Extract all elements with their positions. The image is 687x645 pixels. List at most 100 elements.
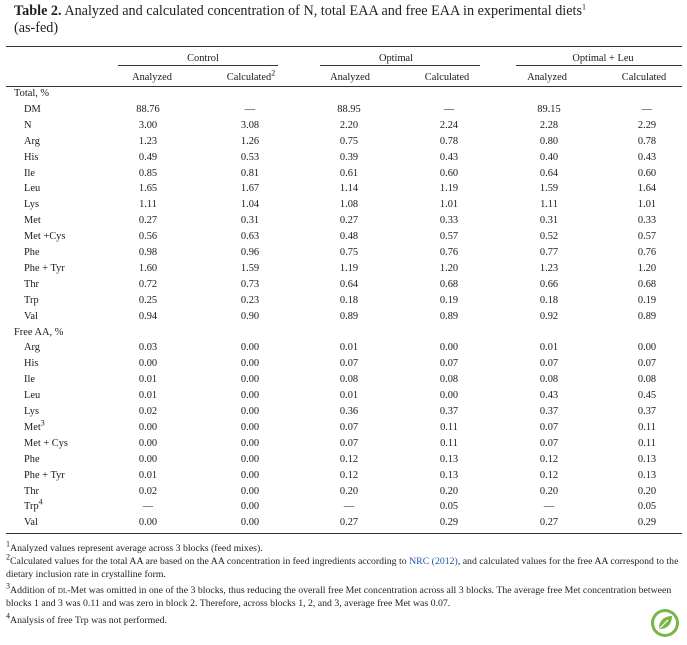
leaf-logo-icon[interactable]: [650, 608, 680, 638]
table-cell: 0.31: [539, 215, 559, 227]
table-label: Table 2.: [14, 3, 62, 19]
table-cell: 0.27: [539, 517, 559, 529]
table-cell: 0.07: [539, 421, 559, 433]
table-title: Table 2. Analyzed and calculated concent…: [14, 3, 679, 37]
table-cell: 0.43: [637, 151, 657, 163]
subheader-2: Analyzed: [330, 72, 370, 83]
table-cell: 0.08: [339, 374, 359, 386]
table-cell: 0.68: [439, 278, 459, 290]
row-label: Met +Cys: [24, 231, 66, 243]
table-cell: 0.57: [637, 231, 657, 243]
table-cell: 0.27: [339, 215, 359, 227]
table-cell: 0.64: [339, 278, 359, 290]
table-cell: 0.00: [240, 501, 260, 513]
nrc-2012-link[interactable]: NRC (2012): [409, 555, 458, 567]
table-cell: 1.01: [637, 199, 657, 211]
row-label: N: [24, 119, 32, 131]
table-cell: 0.23: [240, 294, 260, 306]
table-cell: 1.59: [240, 262, 260, 274]
table-cell: 0.61: [339, 167, 359, 179]
footnote-2: 2Calculated values for the total AA are …: [6, 552, 679, 580]
table-cell: 0.05: [637, 501, 657, 513]
table-cell: 0.07: [539, 437, 559, 449]
table-cell: 0.00: [240, 374, 260, 386]
table-cell: —: [343, 501, 355, 513]
subheader-4: Analyzed: [527, 72, 567, 83]
group-header-2: Optimal + Leu: [572, 53, 634, 64]
table-cell: 0.12: [339, 469, 359, 481]
table-cell: 1.14: [339, 183, 359, 195]
table-cell: 1.64: [637, 183, 657, 195]
table-cell: 0.00: [439, 342, 459, 354]
row-label: Ile: [24, 374, 35, 386]
table-cell: 1.20: [439, 262, 459, 274]
table-cell: 0.00: [240, 437, 260, 449]
control-group-rule: [118, 65, 278, 66]
table-cell: 0.33: [637, 215, 657, 227]
table-cell: 0.20: [539, 485, 559, 497]
table-cell: 2.24: [439, 119, 459, 131]
table-cell: 0.75: [339, 135, 359, 147]
table-cell: 0.02: [138, 485, 158, 497]
table-cell: 0.27: [339, 517, 359, 529]
table-cell: 1.20: [637, 262, 657, 274]
table-cell: —: [244, 103, 256, 115]
table-cell: 0.78: [637, 135, 657, 147]
table-cell: 0.18: [339, 294, 359, 306]
table-cell: 0.11: [440, 437, 458, 449]
table-cell: 0.27: [138, 215, 158, 227]
table-cell: 1.04: [240, 199, 260, 211]
table-cell: 0.98: [138, 247, 158, 258]
row-label: Thr: [24, 485, 40, 497]
table-cell: 0.13: [637, 469, 657, 481]
row-label: Met + Cys: [24, 437, 68, 449]
table-cell: 2.29: [637, 119, 657, 131]
table-cell: 0.07: [439, 358, 459, 370]
table-cell: 0.37: [439, 406, 459, 417]
table-cell: 0.73: [240, 278, 260, 290]
table-cell: 0.00: [240, 421, 260, 433]
footnote-1: 1Analyzed values represent average acros…: [6, 539, 263, 554]
table-cell: 0.00: [138, 437, 158, 449]
group-header-1: Optimal: [378, 53, 414, 64]
table-cell: —: [443, 103, 455, 115]
table-cell: 0.94: [138, 310, 158, 322]
row-label: Val: [24, 310, 38, 322]
table-cell: 0.64: [539, 167, 559, 179]
table-cell: 0.07: [339, 437, 359, 449]
table-cell: 0.39: [339, 151, 359, 163]
table-cell: 0.08: [637, 374, 657, 386]
table-cell: 0.52: [539, 231, 559, 243]
table-cell: 0.76: [439, 247, 459, 258]
table-cell: 1.26: [240, 135, 260, 147]
table-cell: 0.43: [539, 390, 559, 402]
table-cell: 1.60: [138, 262, 158, 274]
row-label: Phe + Tyr: [24, 262, 65, 274]
table-cell: 0.48: [339, 231, 359, 243]
footnote-3: 3Addition of dl-Met was omitted in one o…: [6, 582, 672, 610]
table-cell: 0.00: [240, 390, 260, 402]
table-cell: 0.12: [539, 453, 559, 465]
row-label: His: [24, 151, 39, 163]
table-cell: 0.00: [240, 453, 260, 465]
table-cell: 0.60: [439, 167, 459, 179]
optimal-leu-group-rule: [516, 65, 682, 66]
table-cell: 0.72: [138, 278, 158, 290]
row-label: DM: [24, 103, 41, 115]
table-top-rule: [6, 46, 682, 47]
table-cell: 0.08: [539, 374, 559, 386]
table-cell: 0.03: [138, 342, 158, 354]
table-cell: 0.40: [539, 151, 559, 163]
table-cell: 0.00: [138, 358, 158, 370]
table-cell: 0.07: [637, 358, 657, 370]
table-cell: 0.25: [138, 294, 158, 306]
table-cell: 0.00: [240, 406, 260, 417]
table-cell: 0.78: [439, 135, 459, 147]
table-cell: 1.08: [339, 199, 359, 211]
subheader-5: Calculated: [621, 72, 667, 83]
table-cell: 0.19: [637, 294, 657, 306]
table-cell: —: [543, 501, 555, 513]
table-cell: 0.11: [440, 421, 458, 433]
footnotes: 1Analyzed values represent average acros…: [6, 539, 682, 628]
table-cell: 0.07: [339, 358, 359, 370]
